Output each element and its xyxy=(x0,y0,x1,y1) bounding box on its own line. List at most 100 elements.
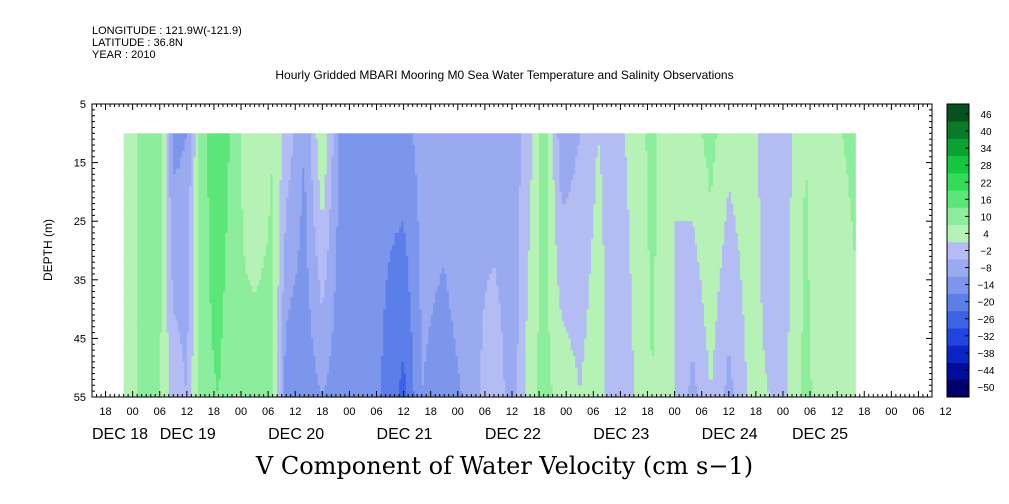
heatmap-cell xyxy=(166,285,170,293)
heatmap-cell xyxy=(157,215,161,222)
heatmap-cell xyxy=(141,291,145,298)
heatmap-cell xyxy=(166,168,170,175)
heatmap-cell xyxy=(137,350,141,357)
heatmap-cell xyxy=(166,139,170,146)
heatmap-cell xyxy=(146,209,150,216)
heatmap-cell xyxy=(146,262,150,269)
heatmap-cell xyxy=(125,262,129,269)
heatmap-cell xyxy=(157,297,161,304)
heatmap-cell xyxy=(123,191,127,199)
heatmap-cell xyxy=(155,244,159,252)
heatmap-cell xyxy=(146,145,150,152)
heatmap-cell xyxy=(157,385,161,392)
heatmap-cell xyxy=(130,133,134,140)
heatmap-cell xyxy=(146,326,150,334)
heatmap-cell xyxy=(146,156,150,164)
heatmap-cell xyxy=(132,227,136,234)
heatmap-cell xyxy=(141,209,145,216)
heatmap-cell xyxy=(152,385,156,392)
heatmap-cell xyxy=(150,373,154,381)
heatmap-cell xyxy=(141,180,145,187)
heatmap-cell xyxy=(166,262,170,269)
heatmap-cell xyxy=(164,297,168,304)
heatmap-cell xyxy=(134,145,138,152)
heatmap-cell xyxy=(162,367,165,375)
heatmap-cell xyxy=(146,367,150,375)
heatmap-cell xyxy=(150,209,154,216)
heatmap-cell xyxy=(148,133,152,140)
heatmap-cell xyxy=(146,350,150,357)
heatmap-cell xyxy=(132,221,136,228)
heatmap-cell xyxy=(159,279,163,287)
heatmap-cell xyxy=(157,361,161,369)
heatmap-cell xyxy=(125,314,129,322)
heatmap-cell xyxy=(134,309,138,316)
heatmap-cell xyxy=(134,262,138,269)
heatmap-cell xyxy=(143,238,147,246)
heatmap-cell xyxy=(137,162,141,170)
heatmap-cell xyxy=(139,133,143,140)
heatmap-cell xyxy=(166,221,170,228)
heatmap-cell xyxy=(150,309,154,316)
heatmap-cell xyxy=(132,320,136,328)
heatmap-cell xyxy=(130,262,134,269)
heatmap-cell xyxy=(134,168,138,175)
heatmap-cell xyxy=(155,209,159,216)
heatmap-cell xyxy=(128,379,131,386)
heatmap-cell xyxy=(157,309,161,316)
heatmap-cell xyxy=(125,291,129,298)
heatmap-cell xyxy=(146,174,150,181)
heatmap-cell xyxy=(148,168,152,175)
heatmap-cell xyxy=(125,244,129,252)
heatmap-cell xyxy=(146,250,150,257)
heatmap-cell xyxy=(148,180,152,187)
heatmap-cell xyxy=(152,133,156,140)
heatmap-cell xyxy=(157,332,161,339)
heatmap-cell xyxy=(123,373,127,381)
heatmap-cell xyxy=(166,227,170,234)
heatmap-cell xyxy=(128,250,131,257)
heatmap-cell xyxy=(128,326,131,334)
heatmap-cell xyxy=(134,367,138,375)
heatmap-cell xyxy=(164,367,168,375)
heatmap-cell xyxy=(166,291,170,298)
heatmap-cell xyxy=(162,285,165,293)
heatmap-cell xyxy=(152,309,156,316)
heatmap-cell xyxy=(148,385,152,392)
heatmap-cell xyxy=(125,191,129,199)
heatmap-cell xyxy=(162,139,165,146)
heatmap-cell xyxy=(150,268,154,275)
heatmap-cell xyxy=(123,279,127,287)
heatmap-cell xyxy=(162,262,165,269)
heatmap-cell xyxy=(150,232,154,240)
heatmap-cell xyxy=(128,145,131,152)
heatmap-cell xyxy=(141,344,145,351)
heatmap-cell xyxy=(134,326,138,334)
heatmap-cell xyxy=(123,326,127,334)
heatmap-cell xyxy=(152,162,156,170)
heatmap-cell xyxy=(150,250,154,257)
heatmap-cell xyxy=(137,268,141,275)
heatmap-cell xyxy=(148,268,152,275)
heatmap-cell xyxy=(164,361,168,369)
heatmap-cell xyxy=(166,250,170,257)
heatmap-cell xyxy=(123,197,127,205)
heatmap-cell xyxy=(141,309,145,316)
heatmap-cell xyxy=(139,162,143,170)
heatmap-cell xyxy=(137,139,141,146)
heatmap-cell xyxy=(123,344,127,351)
heatmap-cell xyxy=(162,250,165,257)
heatmap-cell xyxy=(159,332,163,339)
heatmap-cell xyxy=(143,174,147,181)
heatmap-cell xyxy=(152,350,156,357)
heatmap-cell xyxy=(159,303,163,310)
heatmap-cell xyxy=(128,133,131,140)
heatmap-cell xyxy=(125,332,129,339)
heatmap-cell xyxy=(162,320,165,328)
heatmap-cell xyxy=(143,279,147,287)
heatmap-cell xyxy=(134,314,138,322)
heatmap-cell xyxy=(134,256,138,263)
heatmap-cell xyxy=(146,379,150,386)
heatmap-cell xyxy=(162,209,165,216)
heatmap-cell xyxy=(152,238,156,246)
